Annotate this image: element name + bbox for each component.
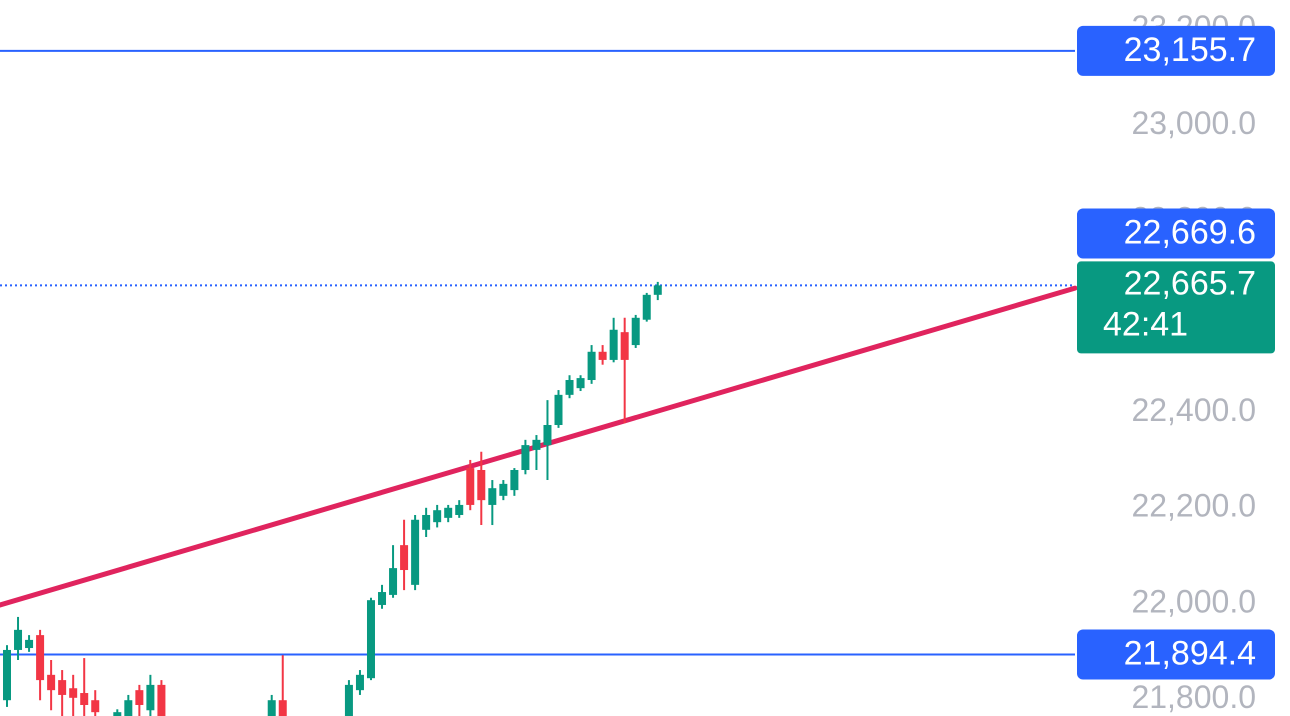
candle-body xyxy=(543,425,552,446)
candle-body xyxy=(444,507,453,518)
candle-body xyxy=(653,285,662,295)
candle-body xyxy=(378,592,387,605)
candle-body xyxy=(642,294,651,320)
candle-body xyxy=(587,351,596,381)
candle-body xyxy=(521,445,530,470)
countdown: 42:41 xyxy=(1103,305,1188,343)
y-tick-label: 22,400.0 xyxy=(1131,392,1256,428)
candle-body xyxy=(576,378,585,389)
y-tick-label: 23,000.0 xyxy=(1131,105,1256,141)
candle-body xyxy=(477,469,486,501)
level-label-box xyxy=(1077,25,1275,76)
last-price-box xyxy=(1077,261,1275,354)
candle-body xyxy=(499,483,508,496)
candle-body xyxy=(25,639,34,649)
y-tick-label: 22,200.0 xyxy=(1131,488,1256,524)
candle-body xyxy=(554,394,563,426)
candle-body xyxy=(113,712,122,716)
last-price-label: 22,665.7 xyxy=(1124,264,1256,302)
candle-body xyxy=(510,469,519,491)
candle-body xyxy=(532,439,541,450)
level-label: 23,155.7 xyxy=(1124,31,1256,69)
candle-body xyxy=(355,674,364,691)
candle-body xyxy=(69,688,78,698)
candle-body xyxy=(3,649,11,701)
level-label: 21,894.4 xyxy=(1124,635,1256,673)
candle-body xyxy=(80,693,89,705)
candle-body xyxy=(267,700,276,716)
candle-body xyxy=(400,545,409,571)
candle-body xyxy=(411,519,420,585)
candle-body xyxy=(58,680,67,695)
candle-body xyxy=(631,317,640,346)
candle-body xyxy=(36,635,45,681)
candle-body xyxy=(620,332,629,360)
level-label-box xyxy=(1077,208,1275,259)
candle-body xyxy=(278,700,287,716)
level-label: 22,669.6 xyxy=(1124,214,1256,252)
candle-body xyxy=(422,514,431,530)
candle-body xyxy=(389,568,398,595)
y-tick-label: 21,800.0 xyxy=(1131,679,1256,715)
candle-body xyxy=(598,351,607,360)
candle-body xyxy=(124,700,133,716)
candle-body xyxy=(466,468,475,505)
candle-body xyxy=(488,488,497,505)
y-tick-label: 22,000.0 xyxy=(1131,583,1256,619)
candle-body xyxy=(91,700,100,713)
candle-body xyxy=(455,504,464,515)
candle-body xyxy=(565,380,574,395)
candle-body xyxy=(433,510,442,523)
candle-body xyxy=(47,674,56,691)
candle-body xyxy=(609,329,618,360)
candle-body xyxy=(135,690,144,705)
candle-body xyxy=(344,684,353,716)
candle-body xyxy=(157,684,166,716)
candle-body xyxy=(14,629,23,650)
candle-body xyxy=(366,600,375,679)
candle-body xyxy=(146,684,155,711)
level-label-box xyxy=(1077,629,1275,680)
